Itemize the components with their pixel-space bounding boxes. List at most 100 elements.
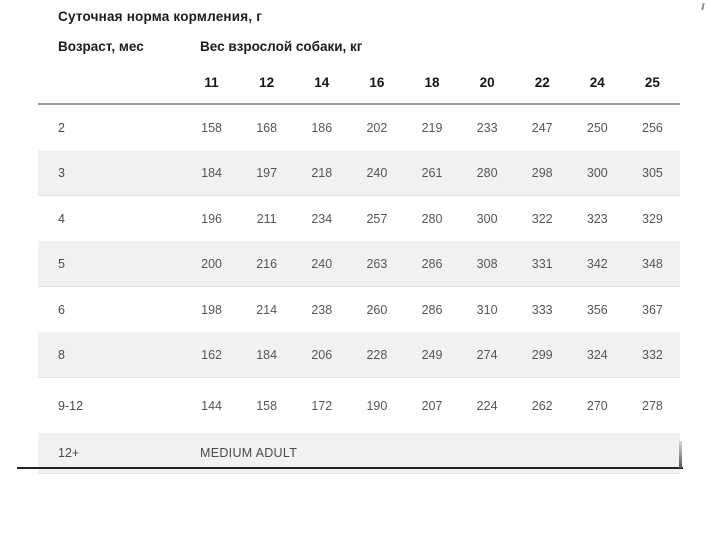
age-column-label: Возраст, мес bbox=[58, 39, 144, 54]
weight-header-row: 11 12 14 16 18 20 22 24 25 bbox=[38, 62, 680, 105]
table-row: 9-12 144 158 172 190 207 224 262 270 278 bbox=[38, 378, 680, 434]
value-cell: 305 bbox=[642, 165, 663, 180]
value-cell: 261 bbox=[421, 165, 443, 180]
weight-column-header: 14 bbox=[294, 62, 350, 105]
value-cell: 214 bbox=[256, 302, 278, 317]
value-cell: 238 bbox=[311, 302, 333, 317]
value-cell: 286 bbox=[421, 302, 443, 317]
value-cell: 300 bbox=[476, 211, 498, 226]
age-cell: 5 bbox=[58, 256, 65, 271]
value-cell: 280 bbox=[421, 211, 443, 226]
value-cell: 286 bbox=[421, 256, 443, 271]
age-cell: 12+ bbox=[58, 446, 80, 460]
age-cell: 4 bbox=[58, 211, 65, 226]
table-row: 6 198 214 238 260 286 310 333 356 367 bbox=[38, 287, 680, 333]
table-row: 12+ MEDIUM ADULT bbox=[38, 433, 680, 474]
value-cell: 333 bbox=[531, 302, 553, 317]
weight-column-header: 20 bbox=[459, 62, 515, 105]
value-cell: 342 bbox=[586, 256, 608, 271]
value-cell: 280 bbox=[476, 165, 498, 180]
value-cell: 158 bbox=[201, 120, 222, 135]
page-title: Суточная норма кормления, г bbox=[58, 9, 263, 24]
weight-column-header: 25 bbox=[624, 62, 680, 105]
value-cell: 144 bbox=[201, 398, 222, 413]
value-cell: 329 bbox=[642, 211, 663, 226]
value-cell: 186 bbox=[311, 120, 333, 135]
value-cell: 168 bbox=[256, 120, 278, 135]
value-cell: 219 bbox=[421, 120, 443, 135]
value-cell: 228 bbox=[366, 347, 388, 362]
value-cell: 216 bbox=[256, 256, 278, 271]
weight-column-header: 12 bbox=[239, 62, 295, 105]
value-cell: 356 bbox=[586, 302, 608, 317]
value-cell: 332 bbox=[642, 347, 663, 362]
table-row: 5 200 216 240 263 286 308 331 342 348 bbox=[38, 241, 680, 287]
value-cell: 308 bbox=[476, 256, 498, 271]
value-cell: 200 bbox=[201, 256, 222, 271]
value-cell: 250 bbox=[586, 120, 608, 135]
age-header-spacer bbox=[38, 62, 184, 105]
value-cell: 247 bbox=[531, 120, 553, 135]
value-cell: 197 bbox=[256, 165, 278, 180]
value-cell: 202 bbox=[366, 120, 388, 135]
feeding-table-body: 2 158 168 186 202 219 233 247 250 256 3 184 197 218 24… bbox=[38, 104, 680, 474]
feeding-table: 11 12 14 16 18 20 22 24 25 2 158 168 186 202 219 233 24… bbox=[38, 62, 680, 474]
weight-column-header: 18 bbox=[404, 62, 460, 105]
weight-column-header: 16 bbox=[349, 62, 405, 105]
value-cell: 299 bbox=[531, 347, 553, 362]
value-cell: 310 bbox=[476, 302, 498, 317]
value-cell: 278 bbox=[642, 398, 663, 413]
weight-column-header: 11 bbox=[184, 62, 240, 105]
value-cell: 300 bbox=[586, 165, 608, 180]
value-cell: 331 bbox=[531, 256, 553, 271]
value-cell: 367 bbox=[642, 302, 663, 317]
value-cell: 198 bbox=[201, 302, 222, 317]
value-cell: 240 bbox=[311, 256, 333, 271]
page-edge-shadow bbox=[679, 441, 682, 468]
value-cell: 224 bbox=[476, 398, 498, 413]
value-cell: 240 bbox=[366, 165, 388, 180]
value-cell: 348 bbox=[642, 256, 663, 271]
age-cell: 2 bbox=[58, 120, 65, 135]
value-cell: 322 bbox=[531, 211, 553, 226]
age-cell: 3 bbox=[58, 165, 65, 180]
value-cell: 260 bbox=[366, 302, 388, 317]
value-cell: 298 bbox=[531, 165, 553, 180]
age-cell: 8 bbox=[58, 347, 65, 362]
value-cell: 274 bbox=[476, 347, 498, 362]
weight-column-header: 22 bbox=[514, 62, 570, 105]
value-cell: 234 bbox=[311, 211, 333, 226]
value-cell: 196 bbox=[201, 211, 222, 226]
value-cell: 211 bbox=[256, 211, 277, 226]
value-cell: 324 bbox=[586, 347, 608, 362]
corner-artifact-mark bbox=[701, 2, 705, 11]
value-cell: 323 bbox=[586, 211, 608, 226]
value-cell: 184 bbox=[256, 347, 278, 362]
value-cell: 233 bbox=[476, 120, 498, 135]
table-row: 8 162 184 206 228 249 274 299 324 332 bbox=[38, 332, 680, 378]
value-cell: 218 bbox=[311, 165, 333, 180]
weight-group-label: Вес взрослой собаки, кг bbox=[200, 39, 363, 54]
note-cell: MEDIUM ADULT bbox=[200, 446, 298, 460]
value-cell: 162 bbox=[201, 347, 222, 362]
value-cell: 184 bbox=[201, 165, 222, 180]
weight-column-header: 24 bbox=[569, 62, 625, 105]
age-cell: 6 bbox=[58, 302, 65, 317]
feeding-table-container: 11 12 14 16 18 20 22 24 25 2 158 168 186 202 219 233 24… bbox=[38, 62, 680, 474]
value-cell: 206 bbox=[311, 347, 333, 362]
age-cell: 9-12 bbox=[58, 398, 84, 413]
value-cell: 262 bbox=[531, 398, 553, 413]
table-bottom-rule bbox=[17, 467, 683, 469]
value-cell: 257 bbox=[366, 211, 388, 226]
table-row: 3 184 197 218 240 261 280 298 300 305 bbox=[38, 150, 680, 196]
value-cell: 270 bbox=[586, 398, 608, 413]
value-cell: 263 bbox=[366, 256, 388, 271]
value-cell: 190 bbox=[366, 398, 388, 413]
table-row: 4 196 211 234 257 280 300 322 323 329 bbox=[38, 196, 680, 242]
value-cell: 256 bbox=[642, 120, 663, 135]
value-cell: 172 bbox=[311, 398, 333, 413]
table-row: 2 158 168 186 202 219 233 247 250 256 bbox=[38, 104, 680, 150]
value-cell: 207 bbox=[421, 398, 443, 413]
value-cell: 249 bbox=[421, 347, 443, 362]
